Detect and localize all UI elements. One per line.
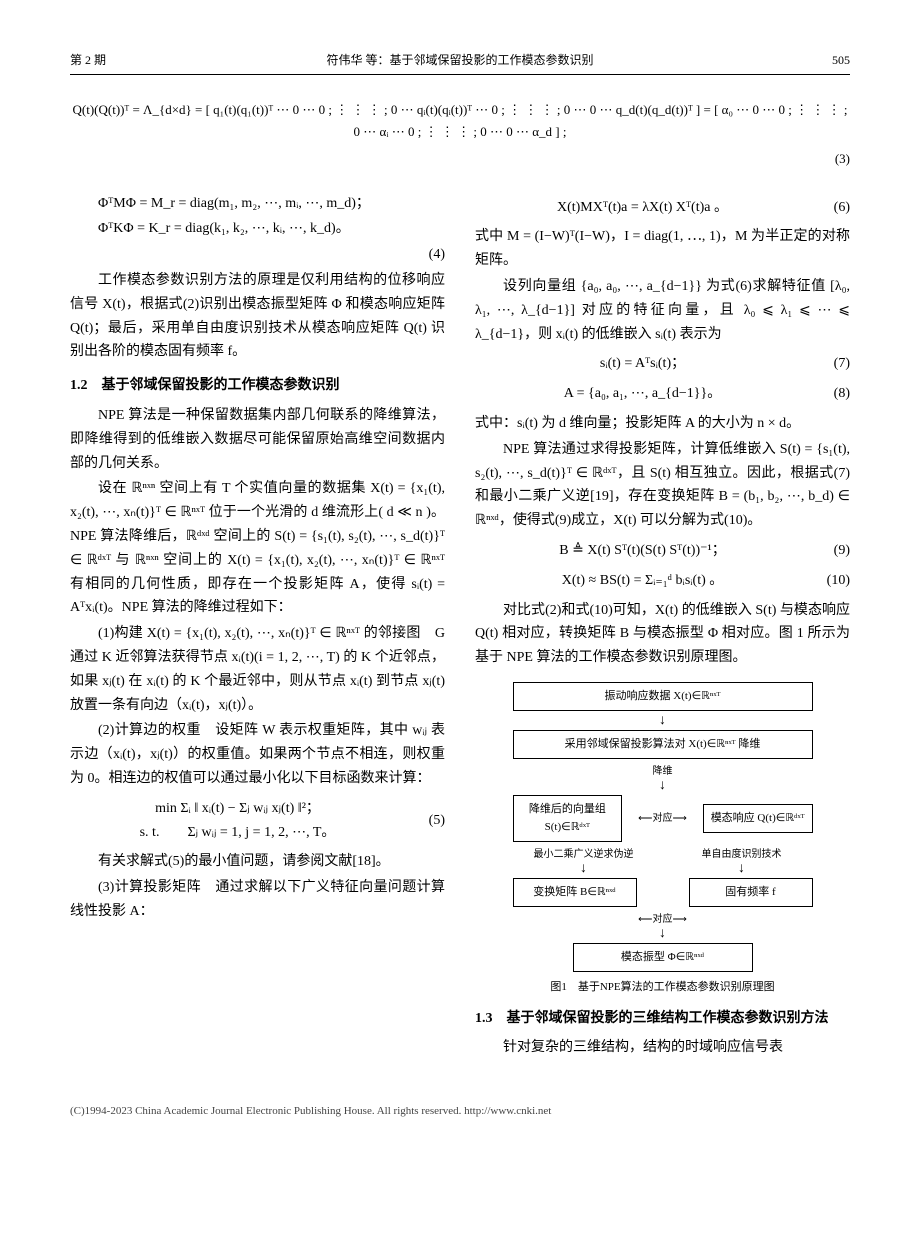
- para-3d: 针对复杂的三维结构，结构的时域响应信号表: [475, 1036, 850, 1060]
- para-npe-detail: 设在 ℝⁿˣⁿ 空间上有 T 个实值向量的数据集 X(t) = {x₁(t), …: [70, 477, 445, 620]
- para-proj-matrix: NPE 算法通过求得投影矩阵，计算低维嵌入 S(t) = {s₁(t), s₂(…: [475, 438, 850, 533]
- diagram-box-q: 模态响应 Q(t)∈ℝᵈˣᵀ: [703, 804, 813, 833]
- step-1: (1)构建 X(t) = {x₁(t), x₂(t), ⋯, xₙ(t)}ᵀ ∈…: [70, 622, 445, 717]
- arrow-down-icon: ↓: [513, 715, 813, 726]
- diagram-box-b: 变换矩阵 B∈ℝⁿˣᵈ: [513, 878, 637, 907]
- equation-5: min Σᵢ ‖ xᵢ(t) − Σⱼ wᵢⱼ xⱼ(t) ‖²； s. t. …: [70, 797, 445, 845]
- equation-10-number: (10): [810, 569, 850, 593]
- equation-5-line-1: min Σᵢ ‖ xᵢ(t) − Σⱼ wᵢⱼ xⱼ(t) ‖²；: [70, 797, 405, 821]
- step-3: (3)计算投影矩阵 通过求解以下广义特征向量问题计算线性投影 A：: [70, 876, 445, 924]
- para-eq6-note: 式中 M = (I−W)ᵀ(I−W)，I = diag(1, ⋯, 1)，M 为…: [475, 225, 850, 273]
- diagram-box-npe: 采用邻域保留投影算法对 X(t)∈ℝⁿˣᵀ 降维: [513, 730, 813, 759]
- equation-3-body: Q(t)(Q(t))ᵀ = Λ_{d×d} = [ q₁(t)(q₁(t))ᵀ …: [73, 102, 848, 139]
- equation-6-body: X(t)MXᵀ(t)a = λX(t) Xᵀ(t)a 。: [475, 196, 810, 220]
- equation-7-number: (7): [810, 352, 850, 376]
- arrow-down-icon: ↓: [513, 863, 655, 874]
- equation-9: B ≜ X(t) Sᵀ(t)(S(t) Sᵀ(t))⁻¹； (9): [475, 539, 850, 563]
- para-eq8-note: 式中：sᵢ(t) 为 d 维向量；投影矩阵 A 的大小为 n × d。: [475, 412, 850, 436]
- equation-5-line-2: s. t. Σⱼ wᵢⱼ = 1, j = 1, 2, ⋯, T。: [70, 821, 405, 845]
- right-column: X(t)MXᵀ(t)a = λX(t) Xᵀ(t)a 。 (6) 式中 M = …: [475, 190, 850, 1063]
- page-number: 505: [770, 50, 850, 70]
- equation-4-number: (4): [70, 243, 445, 267]
- para-eigvec: 设列向量组 {a₀, a₀, ⋯, a_{d−1}} 为式(6)求解特征值 [λ…: [475, 275, 850, 346]
- section-1-3-heading: 1.3 基于邻域保留投影的三维结构工作模态参数识别方法: [475, 1007, 850, 1031]
- arrow-down-icon: ↓: [513, 780, 813, 791]
- figure-1-diagram: 振动响应数据 X(t)∈ℝⁿˣᵀ ↓ 采用邻域保留投影算法对 X(t)∈ℝⁿˣᵀ…: [513, 682, 813, 972]
- issue-number: 第 2 期: [70, 50, 150, 70]
- equation-8-body: A = {a₀, a₁, ⋯, a_{d−1}}。: [475, 382, 810, 406]
- equation-3: Q(t)(Q(t))ᵀ = Λ_{d×d} = [ q₁(t)(q₁(t))ᵀ …: [70, 99, 850, 169]
- para-ref-18: 有关求解式(5)的最小值问题，请参阅文献[18]。: [70, 850, 445, 874]
- diagram-box-s: 降维后的向量组 S(t)∈ℝᵈˣᵀ: [513, 795, 623, 842]
- diagram-box-phi: 模态振型 Φ∈ℝⁿˣᵈ: [573, 943, 753, 972]
- equation-9-number: (9): [810, 539, 850, 563]
- diagram-dash-map-1: ⟵对应⟶: [638, 810, 687, 827]
- figure-1-caption: 图1 基于NPE算法的工作模态参数识别原理图: [475, 978, 850, 997]
- equation-8-number: (8): [810, 382, 850, 406]
- equation-7-body: sᵢ(t) = Aᵀsᵢ(t)；: [475, 352, 810, 376]
- equation-6-number: (6): [810, 196, 850, 220]
- arrow-down-icon: ↓: [671, 863, 813, 874]
- para-npe-intro: NPE 算法是一种保留数据集内部几何联系的降维算法，即降维得到的低维嵌入数据尽可…: [70, 404, 445, 475]
- equation-6: X(t)MXᵀ(t)a = λX(t) Xᵀ(t)a 。 (6): [475, 196, 850, 220]
- step-2: (2)计算边的权重 设矩阵 W 表示权重矩阵，其中 wᵢⱼ 表示边（xᵢ(t)，…: [70, 719, 445, 790]
- para-compare: 对比式(2)和式(10)可知，X(t) 的低维嵌入 S(t) 与模态响应 Q(t…: [475, 599, 850, 670]
- equation-7: sᵢ(t) = Aᵀsᵢ(t)； (7): [475, 352, 850, 376]
- section-1-2-heading: 1.2 基于邻域保留投影的工作模态参数识别: [70, 374, 445, 398]
- equation-10-body: X(t) ≈ BS(t) = Σᵢ₌₁ᵈ bᵢsᵢ(t) 。: [475, 569, 810, 593]
- equation-9-body: B ≜ X(t) Sᵀ(t)(S(t) Sᵀ(t))⁻¹；: [475, 539, 810, 563]
- left-column: ΦᵀMΦ = M_r = diag(m₁, m₂, ⋯, mᵢ, ⋯, m_d)…: [70, 190, 445, 1063]
- running-title: 符伟华 等：基于邻域保留投影的工作模态参数识别: [150, 50, 770, 70]
- copyright-footer: (C)1994-2023 China Academic Journal Elec…: [70, 1102, 850, 1121]
- equation-10: X(t) ≈ BS(t) = Σᵢ₌₁ᵈ bᵢsᵢ(t) 。 (10): [475, 569, 850, 593]
- equation-4-line-1: ΦᵀMΦ = M_r = diag(m₁, m₂, ⋯, mᵢ, ⋯, m_d)…: [70, 192, 445, 216]
- equation-5-number: (5): [405, 809, 445, 833]
- para-method-principle: 工作模态参数识别方法的原理是仅利用结构的位移响应信号 X(t)，根据式(2)识别…: [70, 269, 445, 364]
- equation-3-number: (3): [835, 151, 850, 166]
- arrow-down-icon: ↓: [513, 928, 813, 939]
- equation-8: A = {a₀, a₁, ⋯, a_{d−1}}。 (8): [475, 382, 850, 406]
- equation-4-line-2: ΦᵀKΦ = K_r = diag(k₁, k₂, ⋯, kᵢ, ⋯, k_d)…: [70, 217, 445, 241]
- diagram-box-freq: 固有频率 f: [689, 878, 813, 907]
- diagram-box-input: 振动响应数据 X(t)∈ℝⁿˣᵀ: [513, 682, 813, 711]
- page-header: 第 2 期 符伟华 等：基于邻域保留投影的工作模态参数识别 505: [70, 50, 850, 75]
